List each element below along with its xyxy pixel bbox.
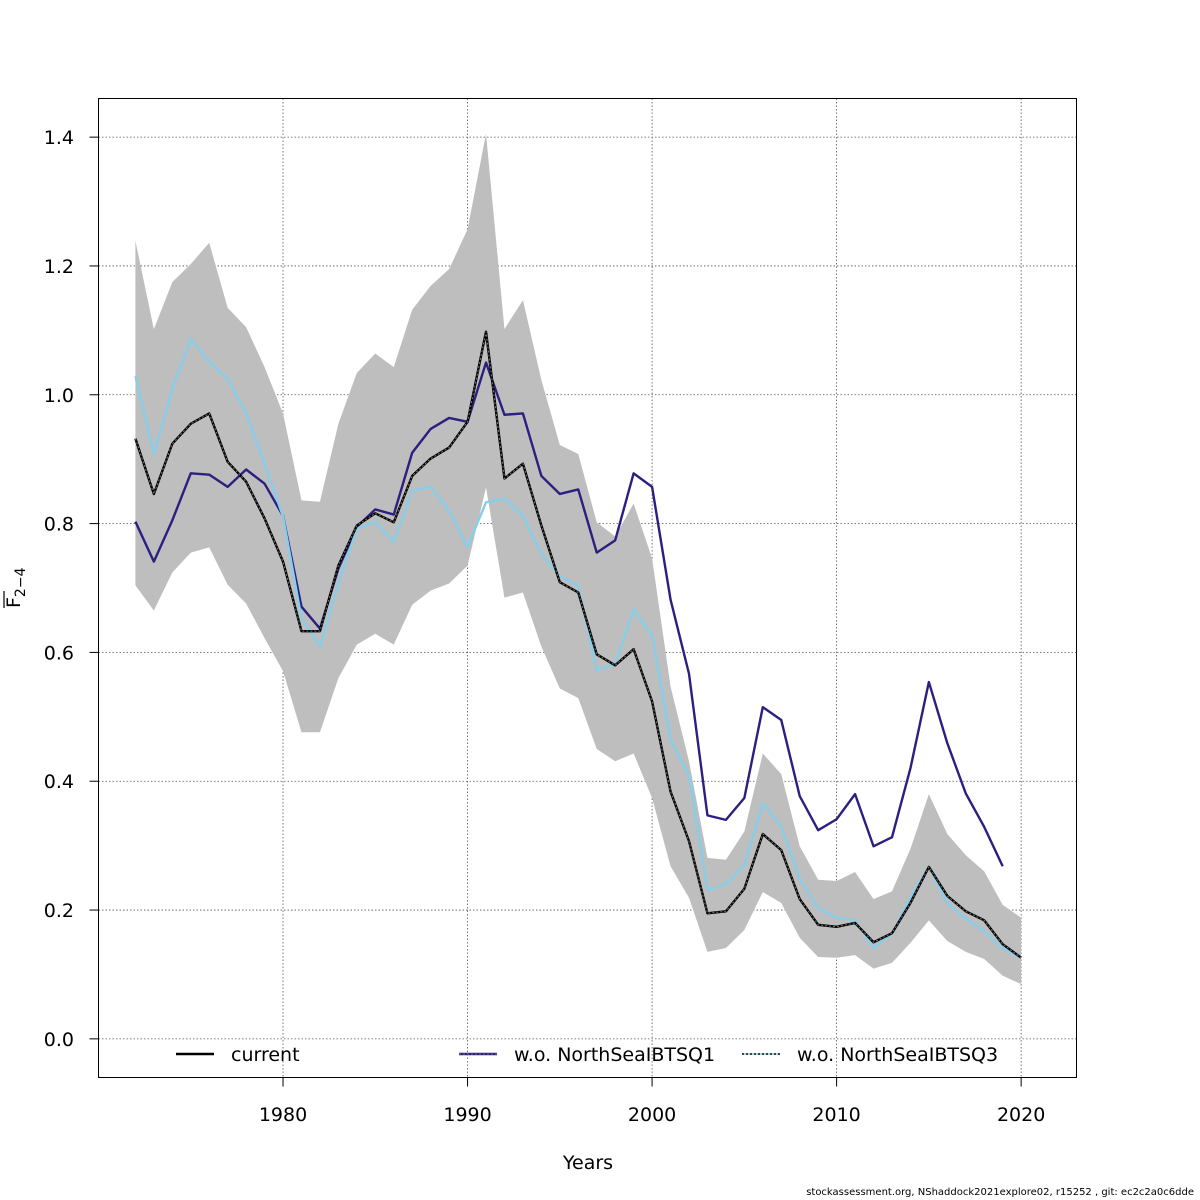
series-line-w-o-northseaibtsq3 [134,337,1022,959]
y-axis: 0.0 0.2 0.4 0.6 0.8 1.0 1.2 1.4 [44,127,99,1051]
y-tick-label: 1.0 [44,385,74,407]
x-tick-label: 2000 [628,1104,676,1126]
legend: current w.o. NorthSeaIBTSQ1 w.o. NorthSeaI… [176,1044,998,1066]
y-tick-label: 0.6 [44,642,74,664]
legend-label: w.o. NorthSeaIBTSQ3 [797,1044,998,1066]
y-axis-title: F2−4 [3,567,29,608]
y-tick-label: 0.2 [44,900,74,922]
legend-label: current [231,1044,300,1066]
y-tick-label: 0.0 [44,1029,74,1051]
y-tick-label: 1.4 [44,127,74,149]
x-tick-label: 1990 [443,1104,491,1126]
y-axis-title-sub: 2−4 [13,567,29,597]
x-tick-label: 1980 [259,1104,307,1126]
y-axis-title-main: F [3,597,25,608]
plot-frame [98,98,1077,1078]
series-line-current-dash-overlay [134,331,1022,959]
x-tick-label: 2020 [997,1104,1045,1126]
y-tick-label: 0.8 [44,514,74,536]
footer-credit: stockassessment.org, NShaddock2021explor… [806,1187,1194,1198]
svg-text:F2−4: F2−4 [3,567,29,608]
x-axis-title: Years [562,1152,613,1174]
y-tick-label: 0.4 [44,771,74,793]
confidence-band [135,133,1022,985]
legend-label: w.o. NorthSeaIBTSQ1 [514,1044,715,1066]
y-tick-label: 1.2 [44,256,74,278]
x-axis: 1980 1990 2000 2010 2020 [259,1077,1045,1126]
confidence-band-group [135,133,1022,985]
series-lines [134,330,1022,959]
x-tick-label: 2010 [812,1104,860,1126]
